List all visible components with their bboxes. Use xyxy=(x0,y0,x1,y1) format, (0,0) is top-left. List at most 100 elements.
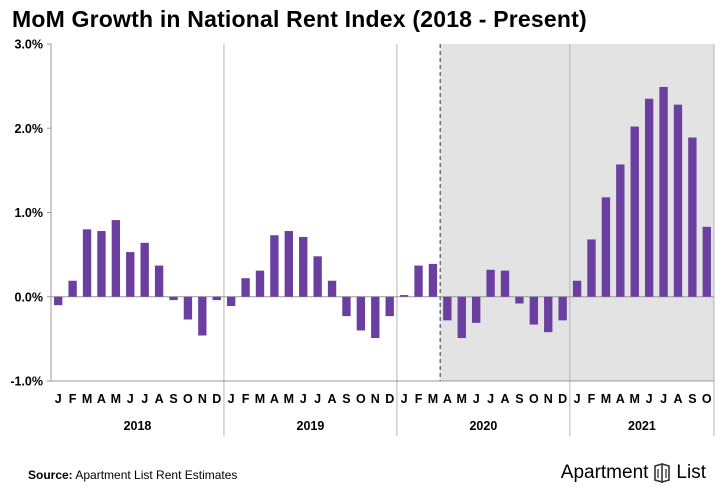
x-tick-label: J xyxy=(401,392,408,406)
x-tick-label: J xyxy=(473,392,480,406)
chart-title: MoM Growth in National Rent Index (2018 … xyxy=(12,6,587,32)
bar-chart: -1.0%0.0%1.0%2.0%3.0%J F M A M J J A S O N D J F M A M J J… xyxy=(10,38,715,436)
bar xyxy=(500,270,510,297)
bar xyxy=(270,235,279,297)
bar xyxy=(212,296,221,301)
x-tick-label: F xyxy=(588,392,596,406)
y-tick-label: 3.0% xyxy=(15,38,44,52)
x-tick-label: N xyxy=(371,392,380,406)
x-tick-label: F xyxy=(69,392,77,406)
bar xyxy=(644,98,654,297)
bar xyxy=(313,256,322,297)
x-tick-label: O xyxy=(356,392,366,406)
bar xyxy=(97,231,106,297)
bar xyxy=(111,220,121,297)
shaded-region xyxy=(440,44,714,381)
bar xyxy=(68,280,77,297)
x-tick-label: J xyxy=(660,392,667,406)
bar xyxy=(342,296,351,317)
x-tick-label: F xyxy=(415,392,423,406)
bar xyxy=(54,296,63,306)
x-tick-label: O xyxy=(529,392,539,406)
x-tick-label: O xyxy=(183,392,193,406)
bar xyxy=(572,280,582,297)
x-tick-label: A xyxy=(97,392,106,406)
x-tick-label: S xyxy=(342,392,350,406)
year-label: 2019 xyxy=(297,419,325,433)
year-label: 2021 xyxy=(628,419,656,433)
brand-word-list: List xyxy=(676,462,706,483)
bar xyxy=(327,280,337,297)
bar xyxy=(659,86,668,297)
x-tick-label: N xyxy=(544,392,553,406)
x-tick-label: A xyxy=(155,392,164,406)
x-tick-label: A xyxy=(500,392,509,406)
x-tick-label: J xyxy=(55,392,62,406)
x-tick-label: M xyxy=(255,392,265,406)
x-tick-label: D xyxy=(385,392,394,406)
x-tick-label: J xyxy=(228,392,235,406)
x-tick-label: M xyxy=(601,392,611,406)
year-label: 2018 xyxy=(124,419,152,433)
bar xyxy=(356,296,366,331)
bar xyxy=(457,296,466,339)
source-text: Apartment List Rent Estimates xyxy=(72,468,238,482)
source-label: Source: xyxy=(28,468,73,482)
x-tick-label: S xyxy=(169,392,177,406)
x-tick-label: M xyxy=(457,392,467,406)
bar xyxy=(198,296,207,336)
y-tick-label: -1.0% xyxy=(10,375,43,389)
y-tick-label: 1.0% xyxy=(15,206,44,220)
bar xyxy=(702,226,711,297)
x-tick-label: A xyxy=(673,392,682,406)
bar xyxy=(82,229,92,297)
x-tick-label: J xyxy=(127,392,134,406)
bar xyxy=(515,296,524,304)
x-tick-label: O xyxy=(702,392,712,406)
x-tick-label: A xyxy=(328,392,337,406)
bar xyxy=(486,269,495,297)
bar xyxy=(226,296,236,307)
brand-mark-icon xyxy=(654,463,671,483)
x-tick-label: J xyxy=(141,392,148,406)
y-tick-label: 2.0% xyxy=(15,122,44,136)
x-tick-label: S xyxy=(688,392,696,406)
bar xyxy=(601,197,611,297)
brand-logo: Apartment List xyxy=(561,462,706,484)
x-tick-label: J xyxy=(646,392,653,406)
bar xyxy=(284,231,293,297)
x-tick-label: M xyxy=(111,392,121,406)
bar xyxy=(169,296,178,301)
x-tick-label: M xyxy=(284,392,294,406)
source-note: Source: Apartment List Rent Estimates xyxy=(28,468,237,482)
x-tick-label: A xyxy=(616,392,625,406)
x-tick-label: F xyxy=(242,392,250,406)
year-label: 2020 xyxy=(469,419,497,433)
bar xyxy=(414,265,423,297)
bar xyxy=(385,296,394,317)
bar xyxy=(428,263,438,297)
x-tick-label: N xyxy=(198,392,207,406)
x-tick-label: J xyxy=(487,392,494,406)
bar xyxy=(544,296,553,333)
bar xyxy=(140,242,149,297)
bar xyxy=(529,296,539,325)
bar xyxy=(399,295,409,297)
x-tick-label: M xyxy=(630,392,640,406)
bar xyxy=(472,296,481,323)
x-tick-label: J xyxy=(314,392,321,406)
bar xyxy=(154,265,164,297)
bar xyxy=(673,104,683,297)
bar xyxy=(371,296,380,339)
bar xyxy=(183,296,193,320)
x-tick-label: J xyxy=(300,392,307,406)
brand-word-apartment: Apartment xyxy=(560,462,649,483)
x-tick-label: D xyxy=(558,392,567,406)
x-tick-label: M xyxy=(428,392,438,406)
bar xyxy=(558,296,567,321)
bar xyxy=(587,239,596,297)
bar xyxy=(443,296,452,321)
x-tick-label: J xyxy=(574,392,581,406)
y-tick-label: 0.0% xyxy=(15,290,44,304)
bar xyxy=(241,278,250,297)
